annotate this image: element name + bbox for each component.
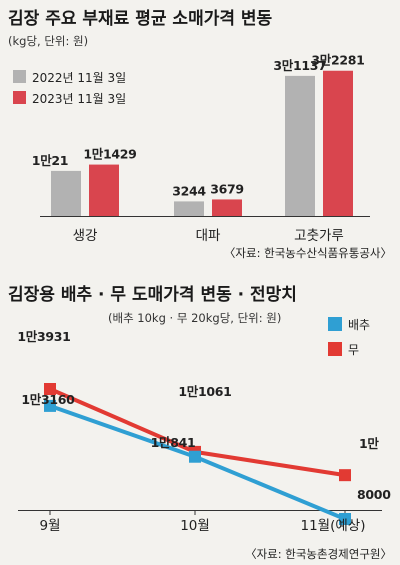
bar-value-label-2022-2: 3만1137 [273, 58, 326, 73]
line-value-label-radish-1: 1만1061 [178, 384, 231, 399]
line-point-radish-0 [44, 383, 56, 395]
legend-swatch-radish [328, 342, 342, 356]
bar-value-label-2023-2: 3만2281 [311, 53, 364, 68]
line-category-label-1: 10월 [180, 518, 210, 534]
bar-2023-1 [212, 199, 242, 216]
legend-label-2023: 2023년 11월 3일 [32, 92, 126, 106]
line-value-label-cabbage-2: 8000 [357, 487, 391, 502]
legend-label-radish: 무 [348, 343, 359, 357]
bar-value-label-2022-0: 1만21 [32, 153, 68, 168]
legend-label-2022: 2022년 11월 3일 [32, 71, 126, 85]
line-chart-plot: 1만3931 1만1061 1만 1만3160 1만841 8000 9월 10월 11월(예상… [17, 329, 391, 534]
bar-value-label-2022-1: 3244 [172, 183, 206, 198]
line-category-label-0: 9월 [39, 518, 60, 534]
line-chart-title: 김장용 배추 · 무 도매가격 변동 · 전망치 [8, 285, 297, 305]
bar-category-label-1: 대파 [196, 228, 221, 244]
line-value-label-cabbage-0: 1만3160 [21, 392, 75, 407]
legend-swatch-2022 [13, 70, 26, 83]
line-value-label-radish-0: 1만3931 [17, 329, 70, 344]
line-point-cabbage-0 [44, 399, 56, 412]
line-point-cabbage-2 [339, 513, 351, 525]
line-category-label-2: 11월(예상) [301, 518, 366, 534]
bar-category-label-2: 고춧가루 [294, 228, 344, 244]
bar-2022-2 [285, 75, 315, 216]
legend-swatch-cabbage [328, 317, 342, 331]
line-point-radish-2 [339, 469, 351, 482]
line-chart-source: 〈자료: 한국농촌경제연구원〉 [245, 547, 392, 561]
line-chart-unit: (배추 10kg · 무 20kg당, 단위: 원) [108, 311, 281, 325]
bar-value-label-2023-0: 1만1429 [83, 147, 136, 162]
bar-category-label-0: 생강 [73, 228, 98, 244]
line-value-label-radish-2: 1만 [359, 436, 379, 451]
bar-chart-source: 〈자료: 한국농수산식품유통공사〉 [224, 246, 392, 260]
bar-chart-unit: (kg당, 단위: 원) [8, 34, 88, 48]
bar-2022-0 [51, 170, 81, 216]
bar-2022-1 [174, 201, 204, 216]
bar-2023-0 [89, 164, 119, 216]
bar-value-label-2023-1: 3679 [210, 181, 244, 196]
bar-2023-2 [323, 70, 353, 216]
bar-chart-title: 김장 주요 부재료 평균 소매가격 변동 [8, 9, 273, 29]
line-value-label-cabbage-1: 1만841 [151, 435, 196, 450]
legend-swatch-2023 [13, 91, 26, 104]
legend-label-cabbage: 배추 [348, 318, 370, 332]
line-point-cabbage-1 [189, 450, 201, 463]
